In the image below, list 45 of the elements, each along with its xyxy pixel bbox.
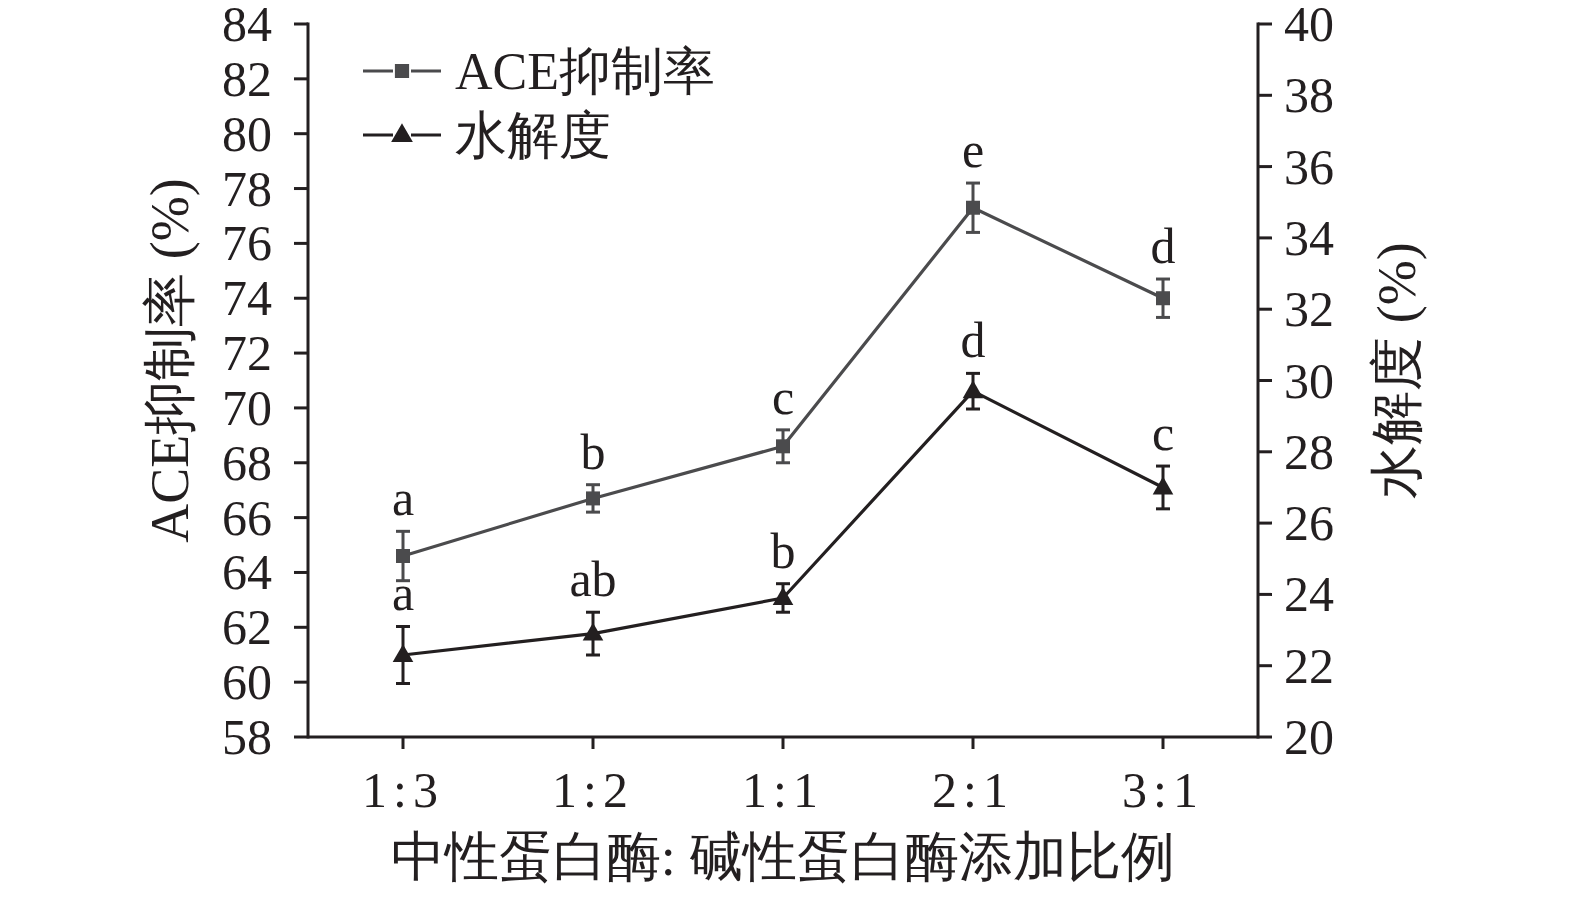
legend-label: 水解度: [455, 106, 611, 164]
value-label: c: [1151, 405, 1175, 462]
xtick: 1:2: [552, 762, 634, 818]
value-label: ab: [569, 551, 617, 608]
value-label: d: [960, 312, 986, 369]
ytick: 72: [222, 325, 272, 382]
y2tick: 28: [1284, 423, 1334, 480]
ytick: 58: [222, 709, 272, 765]
xtick: 1:3: [362, 762, 444, 818]
xlabel: 中性蛋白酶: 碱性蛋白酶添加比例: [390, 827, 1176, 887]
ytick: 68: [222, 434, 272, 491]
y2tick: 24: [1284, 566, 1334, 623]
value-label: c: [771, 368, 795, 425]
xtick: 1:1: [742, 762, 824, 818]
ytick: 66: [222, 489, 272, 546]
ytick: 70: [222, 379, 272, 436]
value-label: b: [580, 423, 606, 480]
ytick: 78: [222, 160, 272, 217]
ylabel: ACE抑制率 (%): [140, 178, 200, 543]
y2tick: 26: [1284, 495, 1334, 552]
ytick: 62: [222, 599, 272, 656]
ytick: 64: [222, 544, 272, 601]
y2tick: 20: [1284, 709, 1334, 765]
xtick: 3:1: [1122, 762, 1204, 818]
value-label: d: [1150, 218, 1176, 275]
ytick: 82: [222, 50, 272, 107]
value-label: a: [391, 470, 415, 527]
legend-label: ACE抑制率: [455, 42, 715, 100]
y2tick: 36: [1284, 138, 1334, 195]
ytick: 80: [222, 105, 272, 162]
ytick: 60: [222, 654, 272, 711]
y2tick: 30: [1284, 352, 1334, 409]
y2tick: 34: [1284, 209, 1334, 266]
y2tick: 32: [1284, 281, 1334, 338]
y2tick: 22: [1284, 637, 1334, 694]
value-label: a: [391, 565, 415, 622]
y2label: 水解度 (%): [1367, 242, 1427, 499]
y2tick: 38: [1284, 67, 1334, 124]
ytick: 76: [222, 215, 272, 272]
ytick: 74: [222, 270, 272, 327]
xtick: 2:1: [932, 762, 1014, 818]
value-label: e: [961, 122, 985, 179]
y2tick: 40: [1284, 0, 1334, 52]
ytick: 84: [222, 0, 272, 52]
value-label: b: [770, 522, 796, 579]
